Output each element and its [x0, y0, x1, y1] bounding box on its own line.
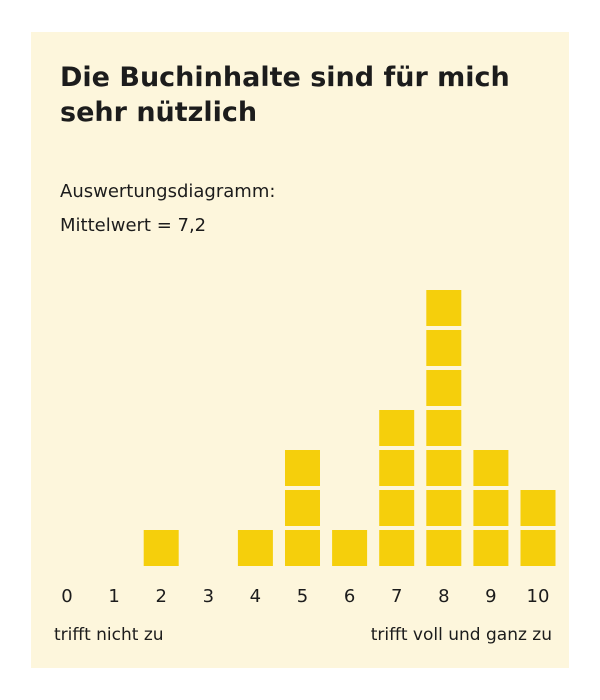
bar-5 [285, 450, 320, 566]
bar-9 [473, 450, 509, 566]
bar-block-7-1 [379, 530, 415, 566]
x-tick-label-9: 9 [485, 586, 496, 607]
bar-block-8-3 [426, 450, 462, 486]
bar-block-7-3 [379, 450, 415, 486]
x-tick-label-10: 10 [527, 586, 550, 607]
bar-block-10-2 [520, 490, 556, 526]
bar-10 [520, 490, 556, 566]
bar-block-10-1 [520, 530, 556, 566]
bar-layer [143, 290, 556, 566]
bar-2 [143, 530, 179, 566]
bar-block-8-5 [426, 370, 462, 406]
bar-block-6-1 [332, 530, 368, 566]
x-tick-label-3: 3 [203, 586, 214, 607]
x-axis-label-left: trifft nicht zu [54, 625, 164, 645]
x-tick-label-0: 0 [61, 586, 72, 607]
bar-6 [332, 530, 368, 566]
bar-block-5-2 [285, 490, 320, 526]
chart-title: Die Buchinhalte sind für mich sehr nützl… [60, 62, 510, 128]
x-tick-label-7: 7 [391, 586, 402, 607]
x-tick-label-5: 5 [297, 586, 308, 607]
bar-block-9-2 [473, 490, 509, 526]
x-tick-label-4: 4 [250, 586, 261, 607]
bar-block-8-1 [426, 530, 462, 566]
bar-block-5-1 [285, 530, 320, 566]
x-tick-label-1: 1 [108, 586, 119, 607]
x-axis-ticks: 0 1 2 3 4 5 6 7 8 9 10 [61, 586, 549, 607]
bar-block-2-1 [143, 530, 179, 566]
x-tick-label-2: 2 [155, 586, 166, 607]
x-tick-label-6: 6 [344, 586, 355, 607]
bar-block-8-6 [426, 330, 462, 366]
bar-block-5-3 [285, 450, 320, 486]
chart-subtitle-line-2: Mittelwert = 7,2 [60, 215, 207, 236]
bar-7 [379, 410, 415, 566]
bar-block-9-1 [473, 530, 509, 566]
bar-block-8-7 [426, 290, 462, 326]
chart-subtitle-line-1: Auswertungsdiagramm: [60, 181, 276, 202]
bar-8 [426, 290, 462, 566]
x-axis-label-right: trifft voll und ganz zu [370, 625, 552, 645]
bar-4 [237, 530, 273, 566]
x-tick-label-8: 8 [438, 586, 449, 607]
bar-block-8-4 [426, 410, 462, 446]
bar-block-8-2 [426, 490, 462, 526]
bar-block-4-1 [237, 530, 273, 566]
bar-block-9-3 [473, 450, 509, 486]
bar-block-7-2 [379, 490, 415, 526]
bar-block-7-4 [379, 410, 415, 446]
